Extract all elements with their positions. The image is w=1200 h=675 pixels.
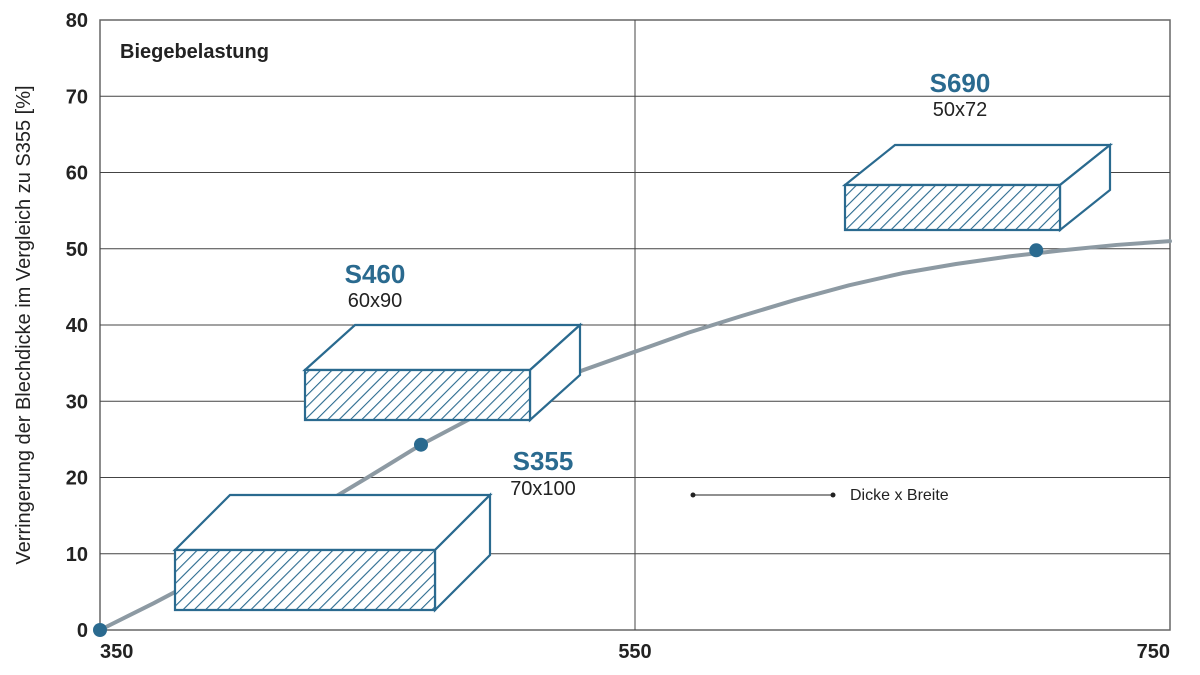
x-tick-label: 350: [100, 641, 133, 663]
y-tick-label: 30: [66, 391, 88, 413]
x-tick-label: 550: [618, 641, 651, 663]
data-point: [93, 623, 107, 637]
steel-block-s690: [845, 145, 1110, 230]
y-tick-label: 0: [77, 620, 88, 642]
y-tick-label: 40: [66, 315, 88, 337]
y-tick-label: 20: [66, 468, 88, 490]
steel-dim-s690: 50x72: [933, 99, 988, 121]
block-front: [305, 370, 530, 420]
steel-block-s355: [175, 495, 490, 610]
block-front: [175, 550, 435, 610]
chart-svg: 0 10 20 30 40 50 60 70 80 350 550 750 S35570x100 S460…: [0, 0, 1200, 675]
y-tick-label: 10: [66, 544, 88, 566]
y-tick-label: 80: [66, 10, 88, 32]
steel-label-s460: S460: [345, 259, 406, 289]
legend-leader-dot: [831, 493, 836, 498]
block-front: [845, 185, 1060, 230]
chart-container: 0 10 20 30 40 50 60 70 80 350 550 750 S35570x100 S460…: [0, 0, 1200, 675]
y-tick-label: 50: [66, 239, 88, 261]
y-tick-label: 70: [66, 86, 88, 108]
steel-dim-s355: 70x100: [510, 478, 576, 500]
y-tick-label: 60: [66, 163, 88, 185]
data-point: [1029, 243, 1043, 257]
inplot-title: Biegebelastung: [120, 41, 269, 63]
data-point: [414, 438, 428, 452]
x-tick-label: 750: [1137, 641, 1170, 663]
y-axis-title: Verringerung der Blechdicke im Vergleich…: [13, 85, 35, 564]
steel-dim-s460: 60x90: [348, 290, 403, 312]
legend-leader-dot: [691, 493, 696, 498]
legend-note: Dicke x Breite: [850, 487, 949, 504]
steel-label-s355: S355: [513, 446, 574, 476]
steel-label-s690: S690: [930, 68, 991, 98]
steel-block-s460: [305, 325, 580, 420]
